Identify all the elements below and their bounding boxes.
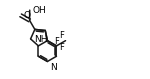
Text: N: N: [50, 63, 57, 72]
Text: F: F: [54, 37, 58, 46]
Text: O: O: [24, 11, 31, 20]
Text: OH: OH: [33, 6, 46, 15]
Text: F: F: [59, 43, 64, 52]
Text: F: F: [59, 31, 64, 40]
Text: NH: NH: [34, 35, 48, 44]
